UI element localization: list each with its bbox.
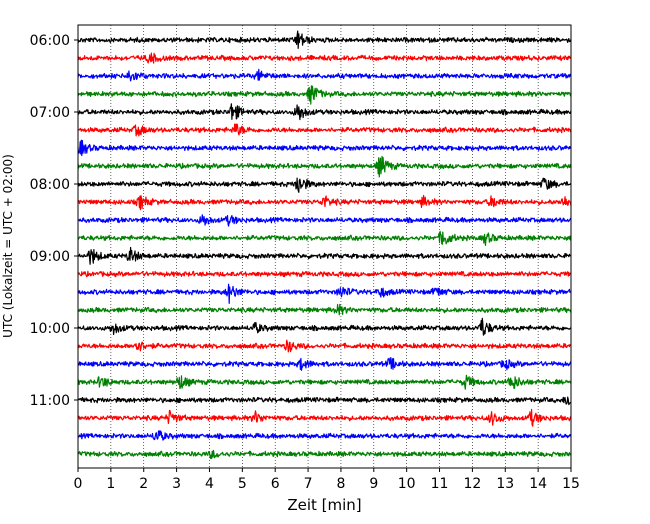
x-tick-label: 3 [172, 476, 181, 492]
x-tick-label: 9 [369, 476, 378, 492]
trace-line [77, 357, 572, 371]
x-tick-label: 2 [139, 476, 148, 492]
trace-line [77, 246, 572, 265]
trace-line [77, 449, 572, 459]
x-tick-label: 11 [431, 476, 449, 492]
x-tick-label: 5 [238, 476, 247, 492]
y-tick-label: 10:00 [30, 321, 70, 337]
trace-line [77, 177, 572, 193]
x-tick-label: 8 [336, 476, 345, 492]
trace-line [77, 283, 572, 304]
x-tick-label: 4 [205, 476, 214, 492]
y-tick-label: 07:00 [30, 105, 70, 121]
trace-line [77, 303, 572, 316]
trace-line [77, 139, 572, 157]
plot-frame [77, 24, 572, 469]
x-tick-label: 6 [271, 476, 280, 492]
x-axis: 0 1 2 3 4 5 6 7 8 9 10 11 12 13 14 15 [74, 468, 580, 492]
trace-line [77, 230, 572, 246]
trace-line [77, 194, 572, 211]
trace-line [77, 155, 572, 178]
trace-line [77, 214, 572, 227]
x-tick-label: 7 [304, 476, 313, 492]
trace-line [77, 408, 572, 427]
x-tick-label: 14 [529, 476, 547, 492]
trace-line [77, 68, 572, 82]
trace-line [77, 103, 572, 121]
y-axis: 06:00 07:00 08:00 09:00 10:00 11:00 [30, 33, 78, 409]
y-axis-label: UTC (Lokalzeit = UTC + 02:00) [1, 154, 15, 338]
trace-line [77, 430, 572, 441]
trace-line [77, 396, 572, 406]
trace-line [77, 374, 572, 390]
trace-group [77, 30, 572, 459]
trace-line [77, 30, 572, 49]
trace-line [77, 317, 572, 336]
y-tick-label: 06:00 [30, 33, 70, 49]
x-tick-label: 10 [398, 476, 416, 492]
x-tick-label: 1 [106, 476, 115, 492]
x-grid [110, 25, 539, 468]
trace-line [77, 52, 572, 64]
x-tick-label: 13 [496, 476, 514, 492]
x-tick-label: 15 [562, 476, 580, 492]
y-tick-label: 11:00 [30, 393, 70, 409]
x-tick-label: 12 [463, 476, 481, 492]
y-tick-label: 09:00 [30, 249, 70, 265]
trace-line [77, 123, 572, 137]
x-axis-label: Zeit [min] [287, 496, 361, 514]
trace-line [77, 85, 572, 105]
trace-line [77, 339, 572, 353]
y-tick-label: 08:00 [30, 177, 70, 193]
x-tick-label: 0 [74, 476, 83, 492]
trace-line [77, 270, 572, 278]
